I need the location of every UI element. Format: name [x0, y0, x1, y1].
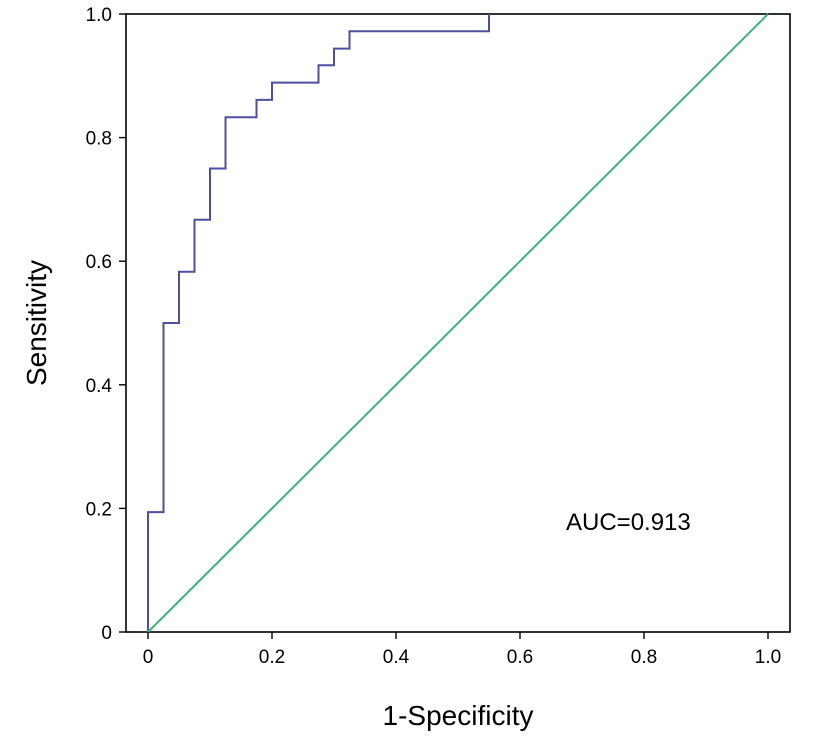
- plot-frame: [125, 13, 791, 633]
- x-tick-label: 0: [143, 647, 154, 668]
- x-tick-label: 0.6: [507, 647, 533, 668]
- y-tick-label: 1.0: [86, 5, 112, 26]
- y-tick-label: 0.6: [86, 252, 112, 273]
- y-axis-ticks: 0 0.2 0.4 0.6 0.8 1.0: [86, 5, 126, 644]
- roc-curve-line: [147, 14, 490, 632]
- x-axis-title: 1-Specificity: [383, 700, 534, 731]
- y-tick-label: 0.8: [86, 129, 112, 150]
- x-tick-label: 1.0: [755, 647, 781, 668]
- plot-area: [125, 13, 791, 633]
- y-tick-label: 0: [101, 623, 112, 644]
- reference-diagonal-line: [147, 13, 769, 633]
- y-tick-label: 0.2: [86, 499, 112, 520]
- x-axis-ticks: 0 0.2 0.4 0.6 0.8 1.0: [143, 632, 781, 668]
- y-tick-label: 0.4: [86, 376, 113, 397]
- x-tick-label: 0.4: [383, 647, 410, 668]
- x-tick-label: 0.2: [259, 647, 285, 668]
- auc-annotation: AUC=0.913: [566, 509, 691, 536]
- y-axis-title: Sensitivity: [21, 260, 52, 386]
- x-tick-label: 0.8: [631, 647, 657, 668]
